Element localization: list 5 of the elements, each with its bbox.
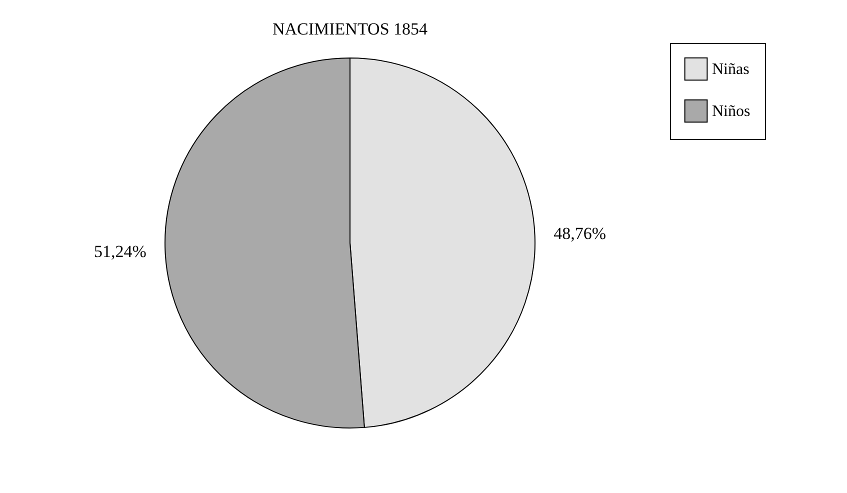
data-label: 48,76% — [554, 224, 606, 244]
chart-title: NACIMIENTOS 1854 — [272, 20, 428, 38]
legend-label: Niños — [712, 103, 750, 120]
legend-label: Niñas — [712, 61, 750, 78]
data-label: 51,24% — [94, 242, 146, 261]
